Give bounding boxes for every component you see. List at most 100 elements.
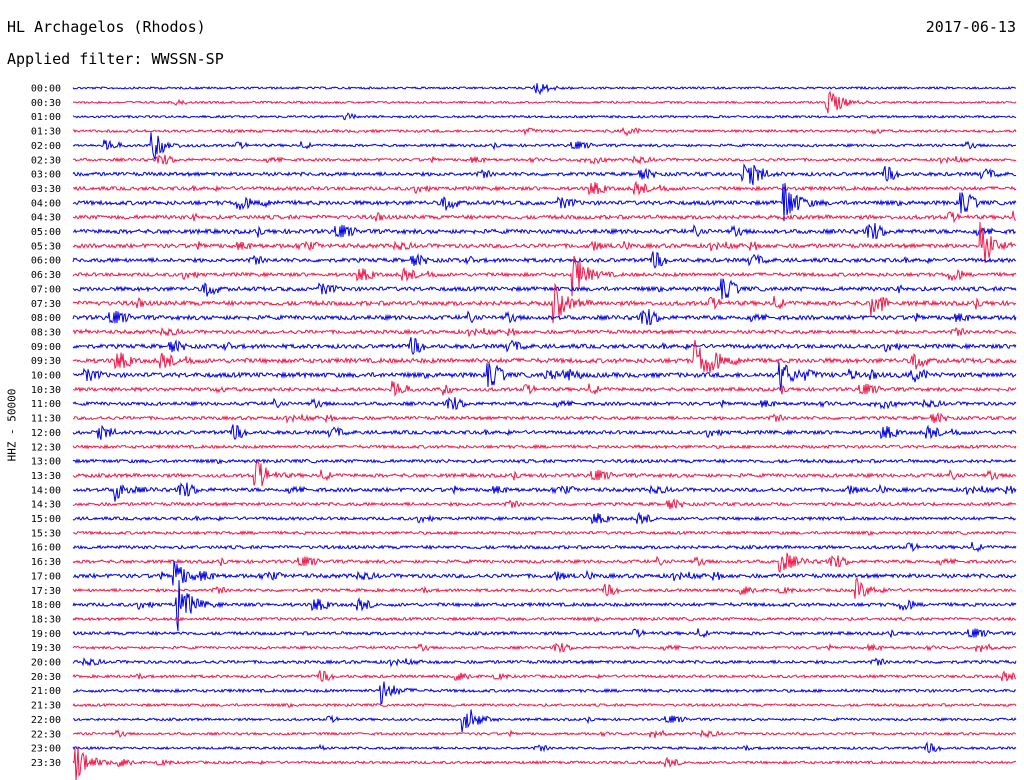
seismic-trace: [72, 458, 1017, 465]
seismic-trace: [72, 541, 1017, 553]
time-tick-label: 19:30: [31, 643, 61, 654]
time-tick-label: 02:30: [31, 155, 61, 166]
time-tick-label: 09:00: [31, 342, 61, 353]
seismic-trace: [72, 628, 1016, 639]
station-title: HL Archagelos (Rhodos): [7, 18, 206, 36]
time-tick-label: 23:00: [31, 744, 61, 755]
time-tick-label: 13:30: [31, 471, 61, 482]
plot-date: 2017-06-13: [925, 18, 1016, 36]
time-tick-label: 12:00: [31, 428, 61, 439]
seismic-trace: [72, 154, 1017, 166]
filter-label: Applied filter: WWSSN-SP: [7, 50, 224, 68]
seismic-trace: [72, 443, 1017, 450]
time-tick-label: 05:30: [31, 241, 61, 252]
seismic-trace: [72, 380, 1017, 397]
time-tick-label: 00:30: [31, 98, 61, 109]
seismic-trace: [72, 221, 1017, 263]
time-tick-label: 04:30: [31, 213, 61, 224]
seismic-trace: [72, 309, 1017, 326]
time-tick-label: 01:30: [31, 127, 61, 138]
time-tick-label: 03:00: [31, 170, 61, 181]
y-axis-label: HHZ - 50000: [5, 388, 19, 462]
time-tick-label: 15:30: [31, 528, 61, 539]
seismic-trace: [72, 255, 1017, 297]
seismic-trace: [72, 282, 1017, 324]
seismic-trace: [72, 340, 1017, 373]
time-tick-label: 21:30: [31, 701, 61, 712]
seismic-trace: [72, 396, 1017, 410]
seismic-trace: [72, 642, 1017, 654]
time-tick-label: 12:30: [31, 442, 61, 453]
time-tick-label: 20:00: [31, 658, 61, 669]
time-tick-label: 11:00: [31, 399, 61, 410]
seismic-trace: [72, 132, 1017, 160]
seismic-trace: [72, 580, 1017, 632]
seismic-trace: [72, 180, 1017, 196]
seismic-trace: [72, 511, 1017, 525]
time-tick-label: 05:00: [31, 227, 61, 238]
time-tick-label: 07:30: [31, 299, 61, 310]
time-tick-label: 22:00: [31, 715, 61, 726]
time-tick-label: 17:30: [31, 586, 61, 597]
time-tick-label: 10:00: [31, 371, 61, 382]
seismic-trace: [72, 223, 1017, 240]
seismic-trace: [72, 163, 1017, 186]
seismic-trace: [72, 183, 1017, 222]
time-tick-label: 08:00: [31, 313, 61, 324]
time-tick-label: 22:30: [31, 729, 61, 740]
time-tick-label: 19:00: [31, 629, 61, 640]
time-tick-label: 11:30: [31, 414, 61, 425]
time-tick-label: 15:00: [31, 514, 61, 525]
seismic-trace: [72, 681, 1017, 706]
seismic-trace: [72, 529, 1017, 537]
seismic-trace: [72, 411, 1017, 425]
seismic-trace: [72, 337, 1017, 356]
seismic-trace: [73, 709, 1017, 733]
seismic-trace: [72, 278, 1017, 300]
seismic-trace: [72, 460, 1017, 487]
seismic-trace: [72, 424, 1017, 441]
seismic-trace: [72, 746, 1017, 780]
time-tick-label: 10:30: [31, 385, 61, 396]
seismic-trace: [72, 498, 1017, 510]
time-tick-label: 02:00: [31, 141, 61, 152]
time-tick-label: 13:00: [31, 457, 61, 468]
seismic-trace: [72, 83, 1017, 96]
time-tick-label: 06:00: [31, 256, 61, 267]
time-tick-label: 18:00: [31, 600, 61, 611]
time-tick-label: 14:00: [31, 485, 61, 496]
time-tick-label: 04:00: [31, 198, 61, 209]
time-tick-label: 14:30: [31, 500, 61, 511]
time-tick-label: 17:00: [31, 571, 61, 582]
seismic-trace: [72, 577, 1017, 599]
time-tick-label: 00:00: [31, 84, 61, 95]
seismic-trace: [72, 210, 1017, 224]
seismic-trace: [72, 362, 1017, 392]
seismic-trace: [72, 552, 1017, 574]
time-tick-label: 16:30: [31, 557, 61, 568]
time-tick-label: 03:30: [31, 184, 61, 195]
seismic-trace: [72, 482, 1017, 502]
time-tick-label: 07:00: [31, 284, 61, 295]
seismic-trace: [72, 729, 1017, 739]
time-tick-label: 01:00: [31, 112, 61, 123]
time-tick-label: 20:30: [31, 672, 61, 683]
seismic-trace: [72, 326, 1017, 337]
seismic-trace: [72, 112, 1017, 121]
time-tick-label: 09:30: [31, 356, 61, 367]
seismic-trace: [72, 251, 1017, 269]
seismic-trace: [72, 90, 1017, 114]
seismic-trace: [72, 657, 1017, 668]
seismic-trace: [72, 741, 1017, 754]
seismic-trace: [72, 616, 1017, 623]
seismic-trace: [72, 126, 1017, 137]
seismic-trace: [72, 702, 1017, 708]
time-tick-label: 06:30: [31, 270, 61, 281]
time-tick-label: 08:30: [31, 327, 61, 338]
time-tick-label: 18:30: [31, 614, 61, 625]
seismic-trace: [72, 670, 1017, 683]
time-tick-label: 21:00: [31, 686, 61, 697]
time-tick-label: 16:00: [31, 543, 61, 554]
time-tick-label: 23:30: [31, 758, 61, 769]
